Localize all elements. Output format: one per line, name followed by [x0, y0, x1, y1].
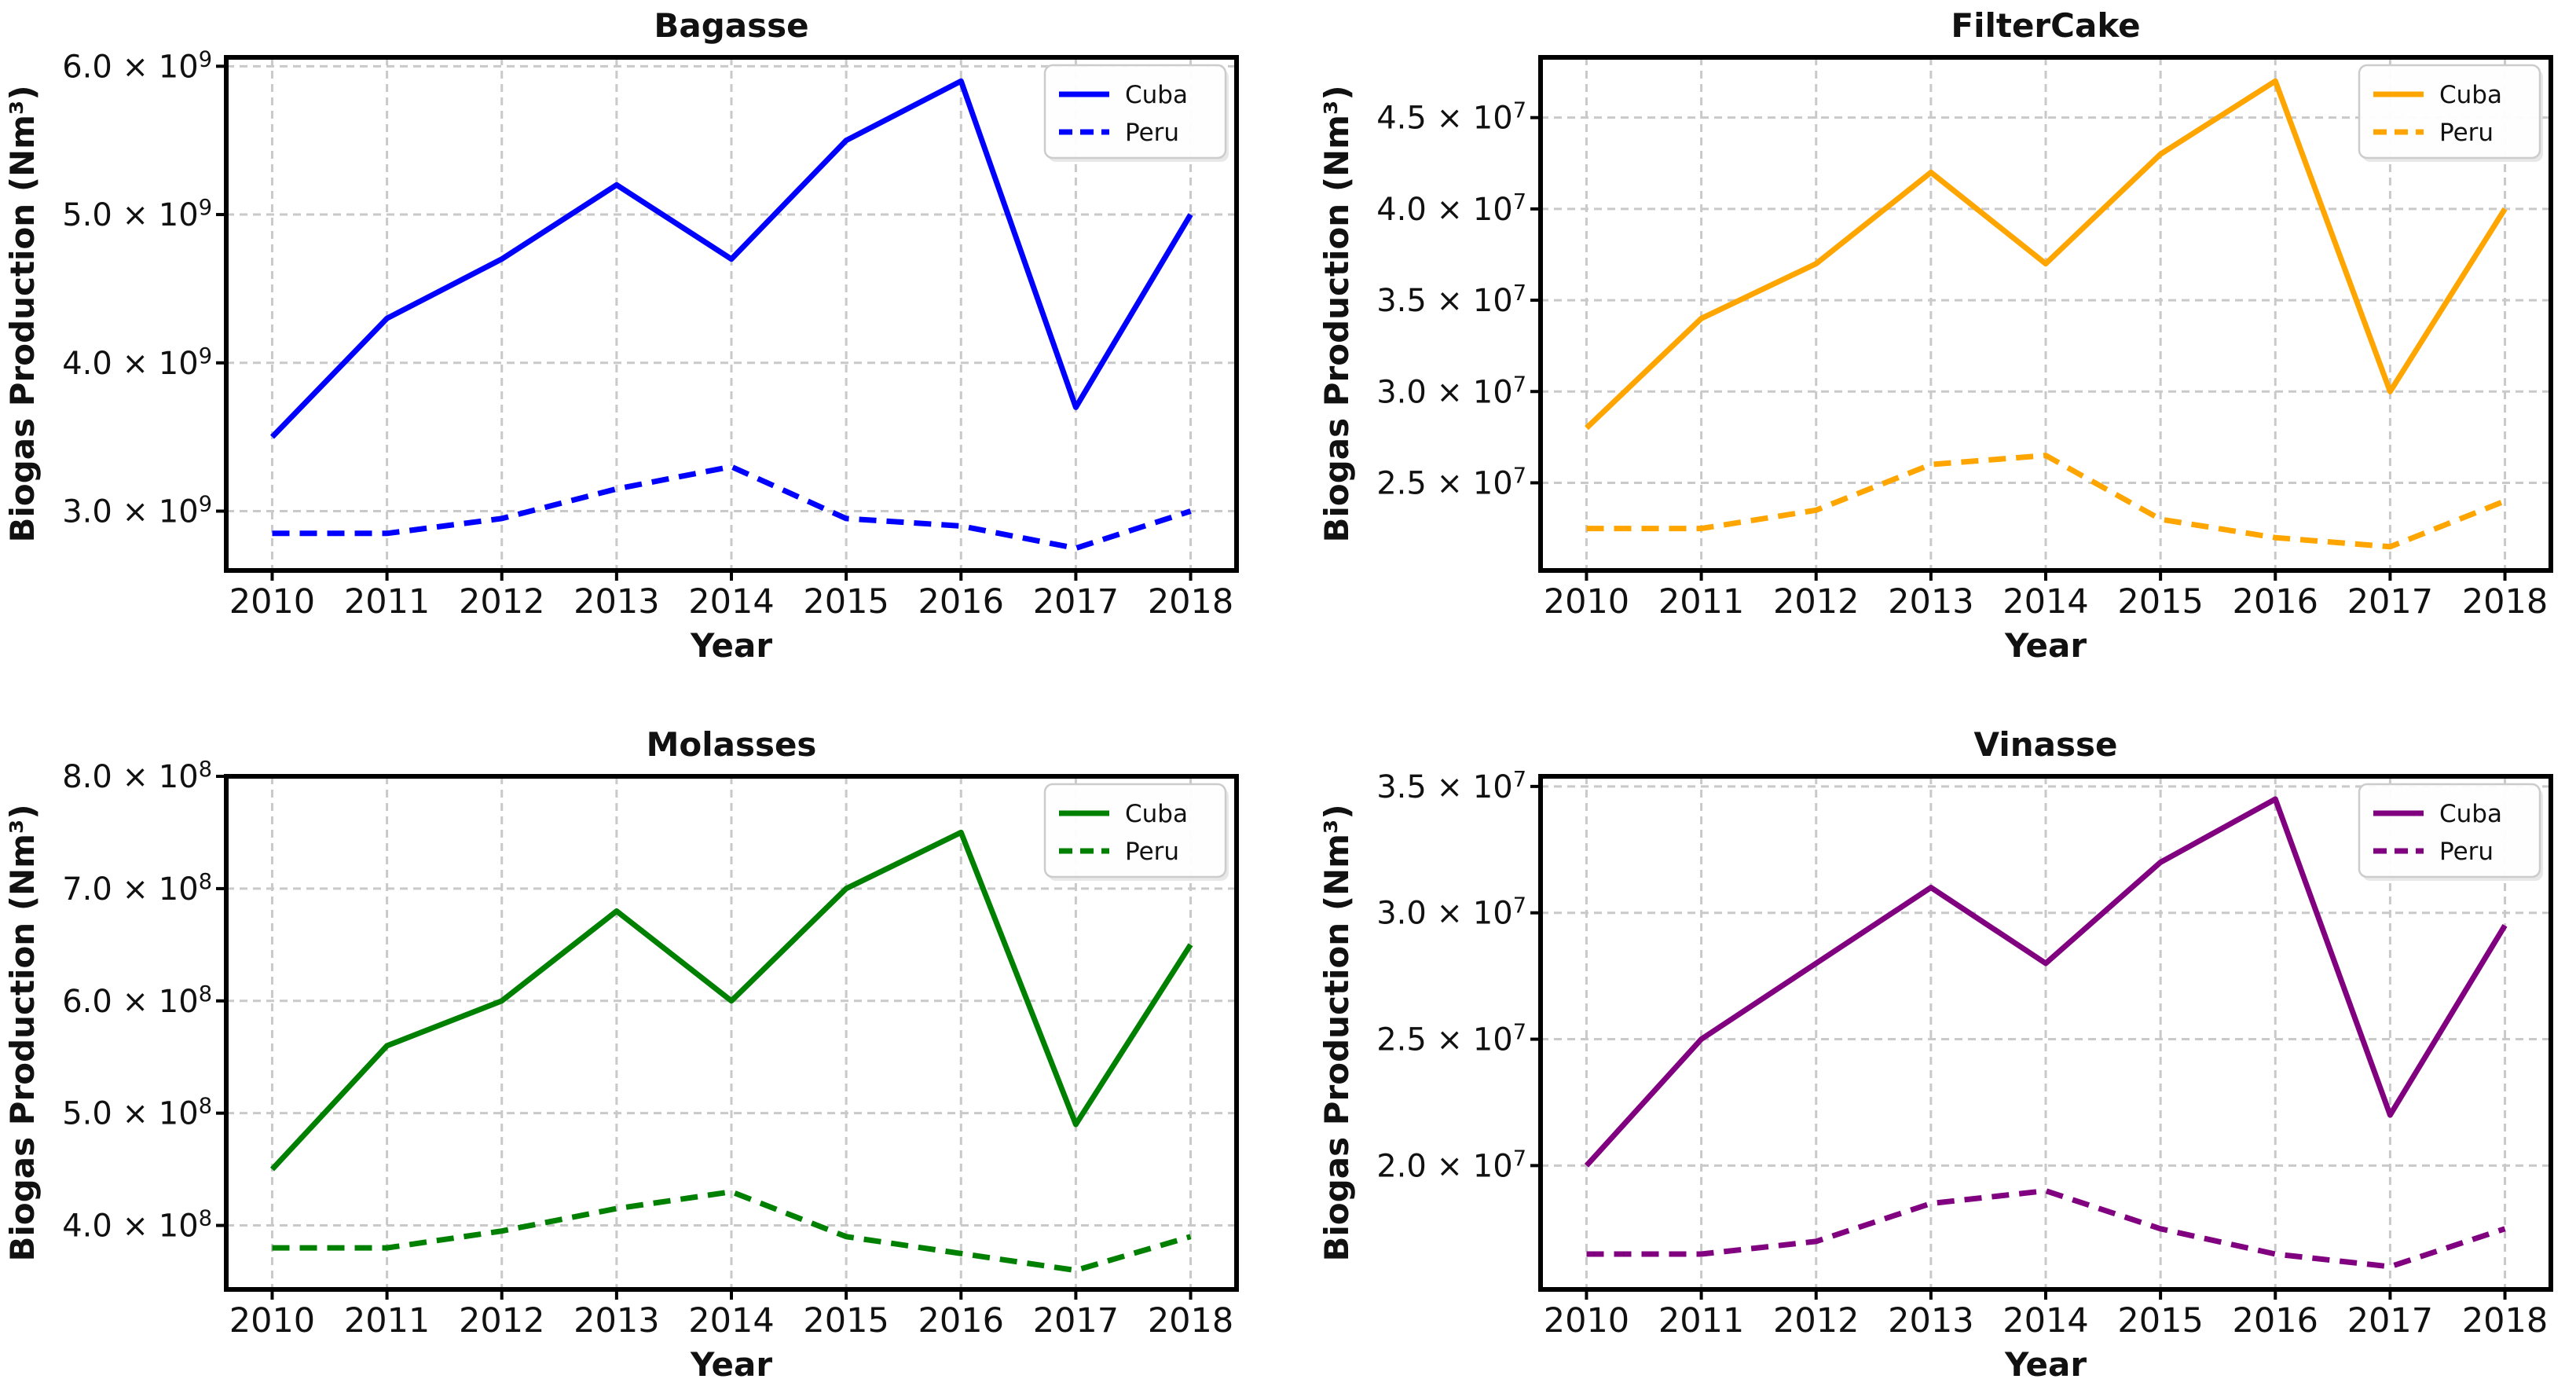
- x-tick-label: 2016: [918, 1301, 1004, 1340]
- series-line-cuba: [269, 78, 1193, 439]
- x-tick-label: 2016: [2233, 1301, 2318, 1340]
- x-tick-label: 2012: [1773, 1301, 1859, 1340]
- y-tick-label: 2.5 × 107: [1376, 464, 1526, 501]
- series-line-peru: [272, 464, 1192, 552]
- subplot-title: Vinasse: [1974, 725, 2118, 764]
- y-tick-label: 5.0 × 109: [62, 196, 212, 233]
- legend-label-peru: Peru: [1125, 119, 1179, 147]
- y-tick-label: 4.5 × 107: [1376, 99, 1526, 137]
- x-axis-label: Year: [2004, 626, 2087, 665]
- x-tick-label: 2015: [2117, 1301, 2203, 1340]
- subplot-title: FilterCake: [1951, 6, 2140, 45]
- y-tick-label: 4.0 × 107: [1376, 190, 1526, 228]
- x-tick-label: 2014: [688, 582, 774, 622]
- x-tick-label: 2017: [2347, 1301, 2433, 1340]
- x-tick-label: 2015: [803, 582, 889, 622]
- x-tick-label: 2017: [1033, 1301, 1119, 1340]
- x-tick-label: 2016: [2233, 582, 2318, 622]
- y-tick-label: 2.0 × 107: [1376, 1146, 1526, 1184]
- legend-label-cuba: Cuba: [2439, 81, 2502, 109]
- x-tick-label: 2011: [1658, 582, 1744, 622]
- legend-label-peru: Peru: [1125, 838, 1179, 866]
- series-line-cuba: [1584, 796, 2508, 1168]
- x-tick-label: 2018: [1148, 1301, 1233, 1340]
- x-tick-label: 2010: [229, 582, 315, 622]
- y-axis-label: Biogas Production (Nm³): [3, 85, 42, 542]
- x-tick-label: 2013: [1888, 582, 1973, 622]
- x-tick-label: 2013: [573, 1301, 659, 1340]
- series-line-peru: [1586, 453, 2506, 550]
- x-tick-label: 2010: [1544, 1301, 1629, 1340]
- y-tick-label: 4.0 × 109: [62, 344, 212, 382]
- y-axis-label: Biogas Production (Nm³): [3, 804, 42, 1261]
- x-tick-label: 2014: [2003, 582, 2088, 622]
- x-tick-label: 2011: [1658, 1301, 1744, 1340]
- subplot-title: Molasses: [647, 725, 817, 764]
- x-tick-label: 2012: [459, 1301, 544, 1340]
- x-tick-label: 2011: [344, 1301, 430, 1340]
- y-tick-label: 3.5 × 107: [1376, 768, 1526, 805]
- x-tick-label: 2014: [688, 1301, 774, 1340]
- x-tick-label: 2016: [918, 582, 1004, 622]
- subplot-vinasse: 2010 2011 2012 2013 2014 2015 2016 2017 2018 2.0 …: [1317, 725, 2553, 1384]
- x-tick-label: 2013: [573, 582, 659, 622]
- x-tick-label: 2014: [2003, 1301, 2088, 1340]
- y-axis-label: Biogas Production (Nm³): [1317, 85, 1356, 542]
- x-tick-label: 2012: [459, 582, 544, 622]
- y-tick-label: 4.0 × 108: [62, 1207, 212, 1245]
- x-tick-label: 2015: [803, 1301, 889, 1340]
- series-line-peru: [272, 1189, 1192, 1274]
- x-tick-label: 2011: [344, 582, 430, 622]
- subplot-title: Bagasse: [654, 6, 808, 45]
- series-line-peru: [1586, 1188, 2506, 1270]
- x-tick-label: 2017: [1033, 582, 1119, 622]
- x-axis-label: Year: [690, 1345, 772, 1384]
- x-tick-label: 2017: [2347, 582, 2433, 622]
- y-tick-label: 5.0 × 108: [62, 1095, 212, 1132]
- x-tick-label: 2015: [2117, 582, 2203, 622]
- y-tick-label: 3.0 × 107: [1376, 894, 1526, 932]
- subplot-filtercake: 2010 2011 2012 2013 2014 2015 2016 2017 2018 2.5 …: [1317, 6, 2553, 665]
- x-tick-label: 2018: [2462, 582, 2548, 622]
- y-tick-label: 3.0 × 107: [1376, 372, 1526, 410]
- y-tick-label: 3.0 × 109: [62, 493, 212, 530]
- legend-label-peru: Peru: [2439, 119, 2494, 147]
- x-tick-label: 2012: [1773, 582, 1859, 622]
- x-tick-label: 2010: [229, 1301, 315, 1340]
- legend-label-peru: Peru: [2439, 838, 2494, 866]
- subplot-bagasse: 2010 2011 2012 2013 2014 2015 2016 2017 2018 3.0 …: [3, 6, 1239, 665]
- y-tick-label: 2.5 × 107: [1376, 1021, 1526, 1058]
- series-line-cuba: [269, 829, 1193, 1172]
- y-tick-label: 8.0 × 108: [62, 757, 212, 795]
- x-tick-label: 2010: [1544, 582, 1629, 622]
- x-tick-label: 2018: [1148, 582, 1233, 622]
- x-axis-label: Year: [2004, 1345, 2087, 1384]
- series-line-cuba: [1585, 78, 2508, 431]
- x-axis-label: Year: [690, 626, 772, 665]
- y-tick-label: 3.5 × 107: [1376, 281, 1526, 319]
- legend-label-cuba: Cuba: [1125, 800, 1188, 828]
- x-tick-label: 2013: [1888, 1301, 1973, 1340]
- x-tick-label: 2018: [2462, 1301, 2548, 1340]
- y-axis-label: Biogas Production (Nm³): [1317, 804, 1356, 1261]
- legend-label-cuba: Cuba: [1125, 81, 1188, 109]
- y-tick-label: 7.0 × 108: [62, 870, 212, 908]
- y-tick-label: 6.0 × 109: [62, 47, 212, 85]
- subplot-molasses: 2010 2011 2012 2013 2014 2015 2016 2017 2018 4.0 …: [3, 725, 1239, 1384]
- legend-label-cuba: Cuba: [2439, 800, 2502, 828]
- y-tick-label: 6.0 × 108: [62, 982, 212, 1020]
